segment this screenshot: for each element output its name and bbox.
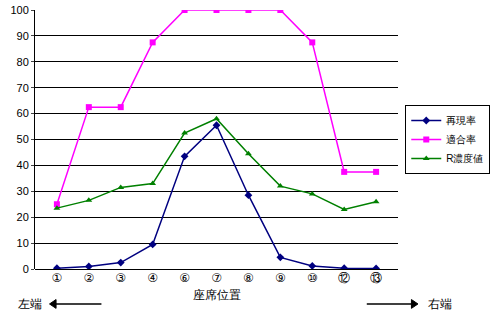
svg-text:40: 40 <box>17 159 29 171</box>
svg-text:⑨: ⑨ <box>275 271 286 285</box>
svg-text:30: 30 <box>17 185 29 197</box>
svg-text:100: 100 <box>10 4 28 16</box>
svg-text:⑦: ⑦ <box>211 271 222 285</box>
svg-text:④: ④ <box>147 271 158 285</box>
svg-text:⑧: ⑧ <box>243 271 254 285</box>
svg-text:③: ③ <box>115 271 126 285</box>
svg-text:①: ① <box>52 271 63 285</box>
svg-text:0: 0 <box>23 263 29 275</box>
svg-text:適合率: 適合率 <box>446 134 476 145</box>
svg-text:⑬: ⑬ <box>370 271 382 285</box>
svg-text:80: 80 <box>17 56 29 68</box>
svg-text:90: 90 <box>17 30 29 42</box>
svg-text:60: 60 <box>17 107 29 119</box>
svg-text:右端: 右端 <box>428 297 452 311</box>
svg-text:R濃度値: R濃度値 <box>446 153 483 164</box>
svg-text:再現率: 再現率 <box>446 115 476 126</box>
svg-text:10: 10 <box>17 237 29 249</box>
svg-text:左端: 左端 <box>18 297 42 311</box>
svg-text:50: 50 <box>17 133 29 145</box>
svg-text:②: ② <box>83 271 94 285</box>
svg-text:⑥: ⑥ <box>179 271 190 285</box>
svg-text:20: 20 <box>17 211 29 223</box>
svg-text:⑫: ⑫ <box>338 271 350 285</box>
svg-text:70: 70 <box>17 82 29 94</box>
svg-text:座席位置: 座席位置 <box>193 288 241 302</box>
svg-text:⑩: ⑩ <box>307 271 318 285</box>
